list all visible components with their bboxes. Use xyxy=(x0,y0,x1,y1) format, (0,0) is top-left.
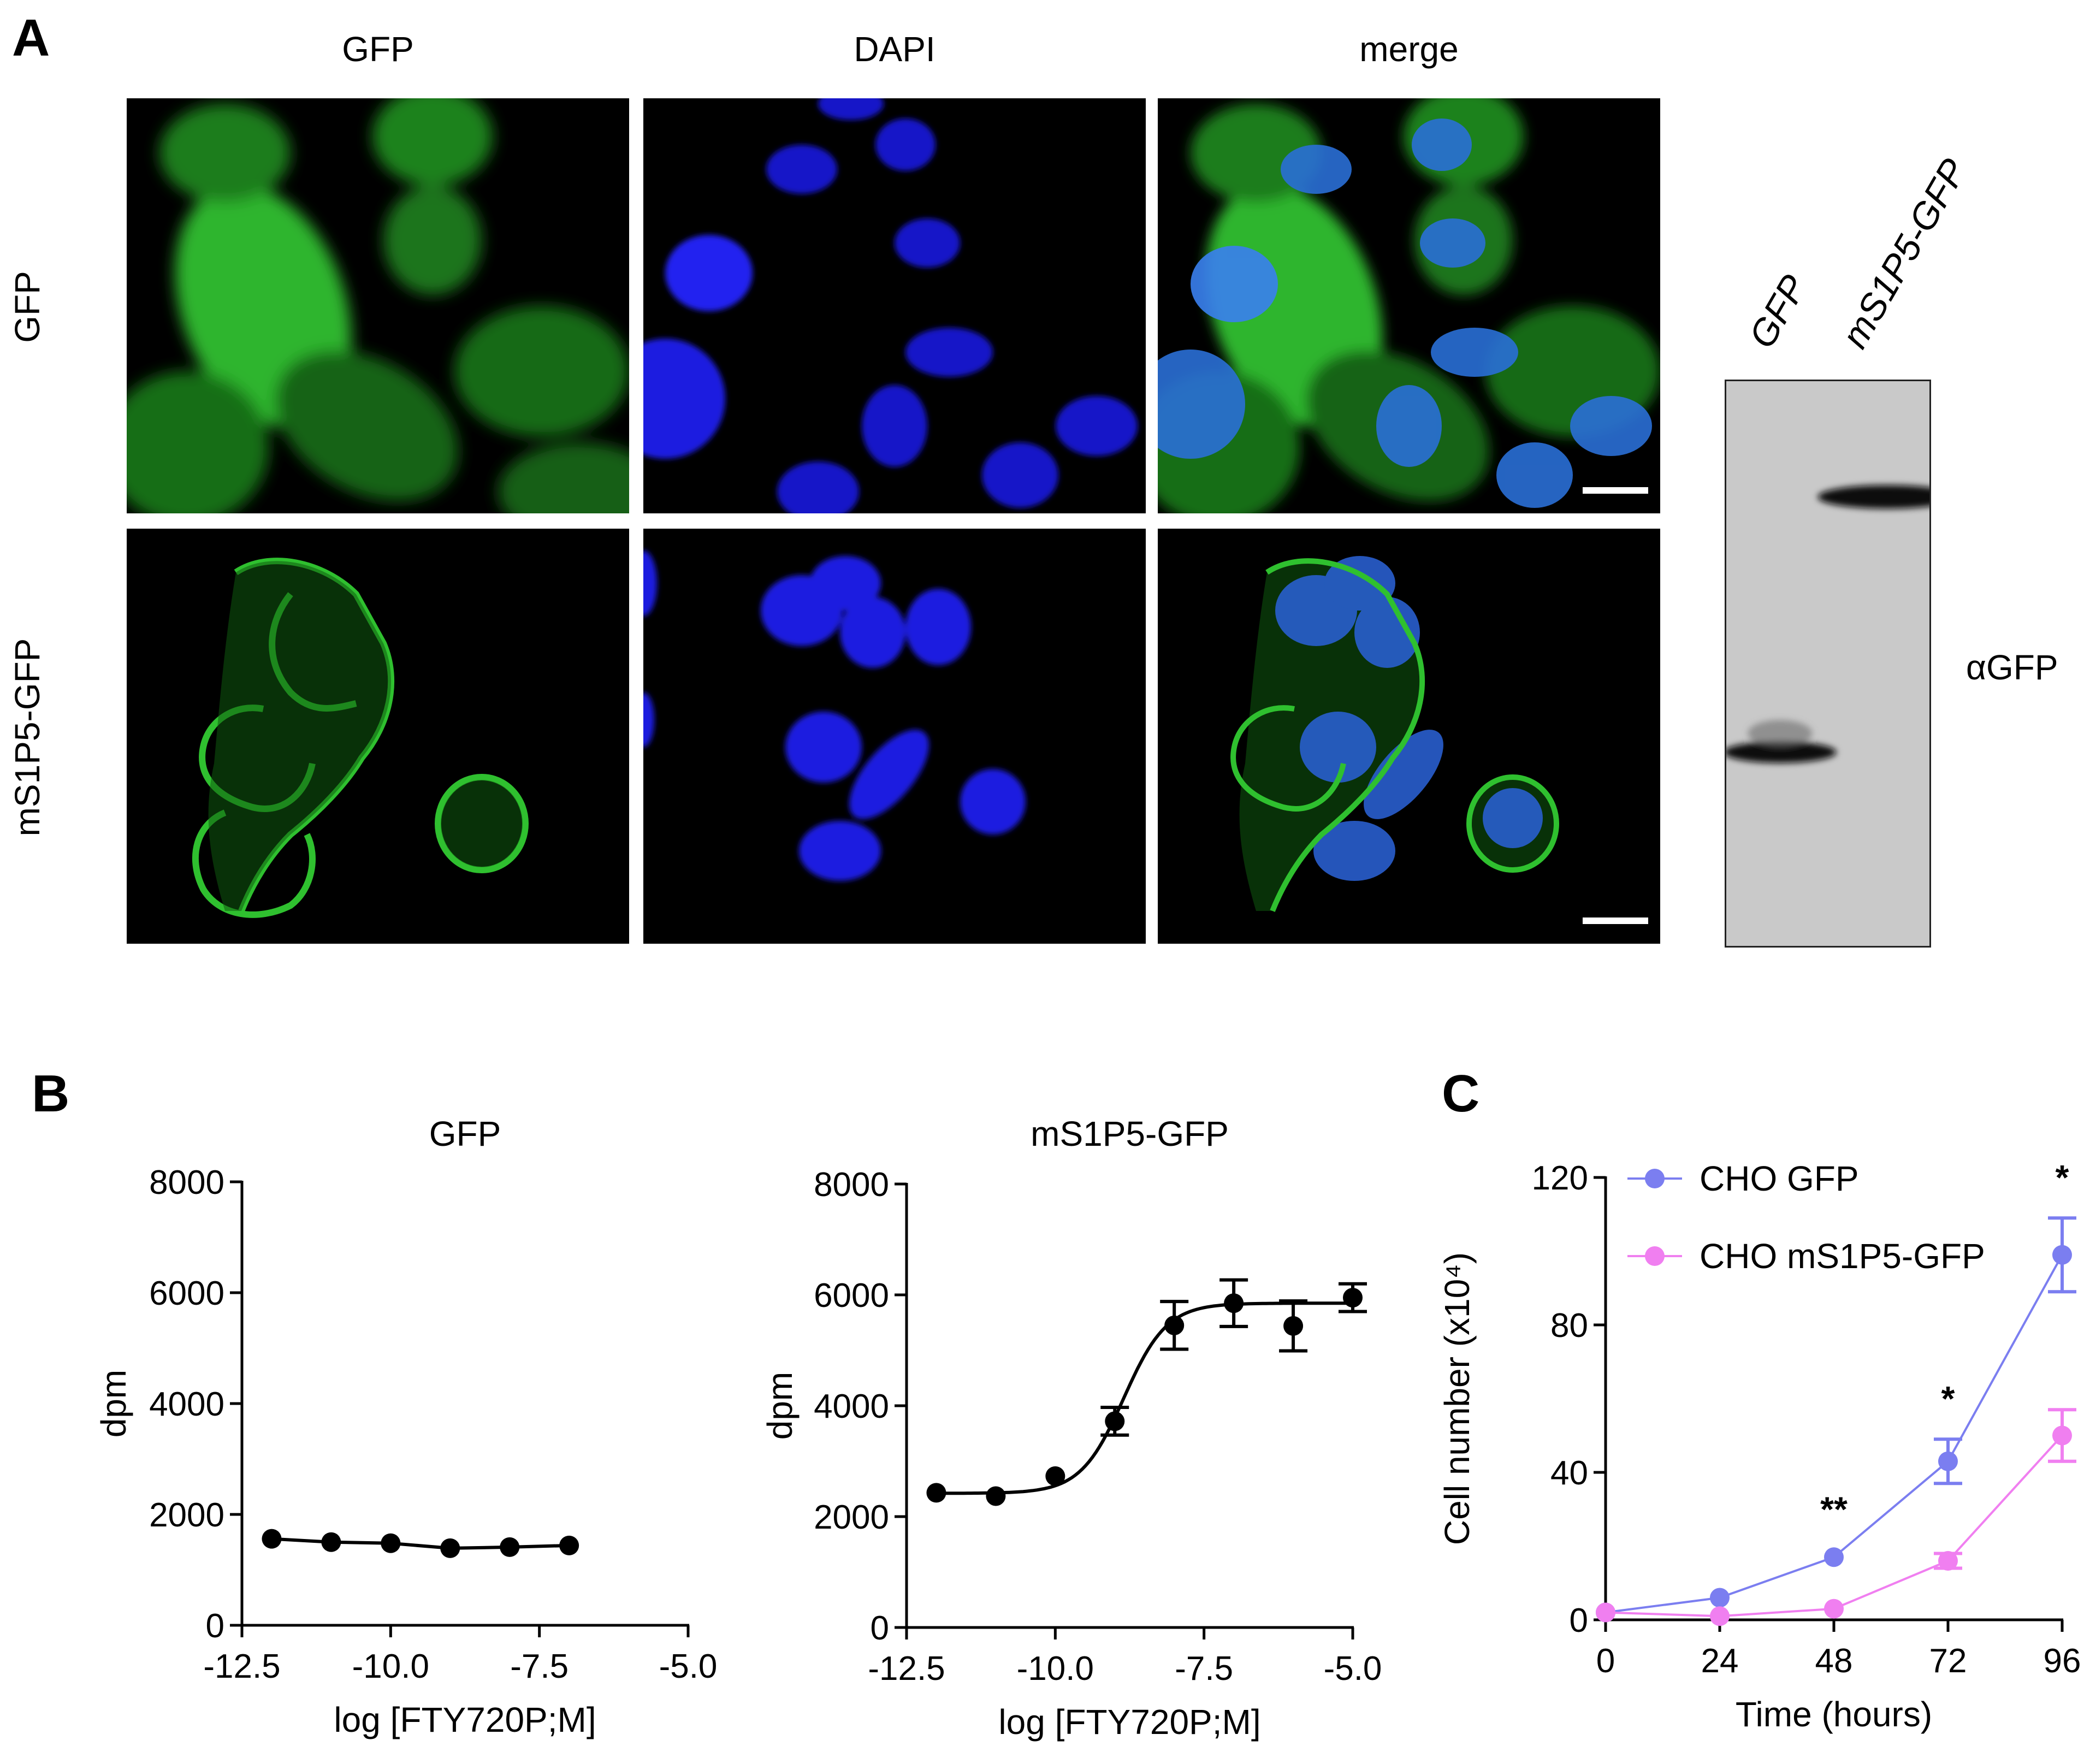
y-tick-label: 2000 xyxy=(149,1496,224,1534)
data-point xyxy=(1710,1588,1730,1608)
data-point xyxy=(1938,1551,1958,1571)
column-label-merge: merge xyxy=(1359,29,1459,69)
data-point xyxy=(986,1486,1006,1506)
series-line xyxy=(271,1537,570,1550)
blot-antibody-label: αGFP xyxy=(1966,648,2058,687)
micrograph-ms1p5-merge xyxy=(1158,529,1660,944)
x-tick-label: 0 xyxy=(1596,1642,1615,1680)
data-point xyxy=(1105,1411,1125,1431)
data-point xyxy=(1710,1606,1730,1626)
x-tick-label: -10.0 xyxy=(1017,1650,1094,1688)
data-point xyxy=(321,1532,341,1552)
micrograph-gfp-gfp xyxy=(127,98,629,513)
x-tick-label: 24 xyxy=(1701,1642,1739,1680)
panel-b-letter: B xyxy=(32,1064,70,1123)
y-axis-label: dpm xyxy=(760,1372,800,1440)
y-tick-label: 8000 xyxy=(149,1164,224,1201)
western-blot xyxy=(1725,380,1931,948)
micrograph-ms1p5-gfp xyxy=(127,529,629,944)
y-tick-label: 2000 xyxy=(814,1499,889,1536)
chart-ms1p5-gfp-dose-response: 0 2000 4000 6000 8000 -12.5 -10.0 -7.5 -5.0 mS1P5… xyxy=(760,1114,1382,1742)
significance-marker: ** xyxy=(1820,1489,1848,1529)
data-point xyxy=(1045,1466,1065,1486)
data-point xyxy=(1164,1315,1185,1335)
x-tick-label: -12.5 xyxy=(868,1650,945,1688)
y-tick-label: 40 xyxy=(1550,1454,1588,1492)
legend-marker xyxy=(1645,1169,1665,1188)
column-label-gfp: GFP xyxy=(342,29,414,69)
panel-a-letter: A xyxy=(12,9,50,67)
x-tick-label: 72 xyxy=(1929,1642,1967,1680)
data-point xyxy=(1824,1599,1844,1619)
blot-lane-label-ms1p5-gfp: mS1P5-GFP xyxy=(1833,152,1975,355)
x-tick-label: -7.5 xyxy=(510,1648,569,1685)
significance-marker: * xyxy=(2056,1158,2069,1197)
chart-gfp-dose-response: 0 2000 4000 6000 8000 -12.5 -10.0 -7.5 -5.0 GFP lo… xyxy=(94,1114,718,1739)
y-tick-label: 4000 xyxy=(814,1388,889,1425)
column-label-dapi: DAPI xyxy=(854,29,936,69)
micrograph-ms1p5-dapi xyxy=(643,529,1146,944)
y-tick-label: 6000 xyxy=(814,1277,889,1315)
y-tick-label: 0 xyxy=(206,1607,224,1645)
data-point xyxy=(559,1535,579,1555)
fit-curve xyxy=(936,1301,1353,1495)
panel-c-letter: C xyxy=(1442,1064,1480,1123)
data-point xyxy=(1596,1602,1615,1623)
x-tick-label: -5.0 xyxy=(1324,1650,1382,1688)
blot-lane-label-gfp: GFP xyxy=(1740,268,1815,355)
row-label-ms1p5-gfp: mS1P5-GFP xyxy=(8,638,47,837)
legend-marker xyxy=(1645,1246,1665,1266)
y-axis-label: dpm xyxy=(94,1370,133,1438)
x-tick-label: -12.5 xyxy=(203,1648,280,1685)
y-tick-label: 8000 xyxy=(814,1166,889,1204)
data-point xyxy=(2052,1245,2072,1265)
legend-label: CHO GFP xyxy=(1700,1159,1859,1198)
x-tick-label: -5.0 xyxy=(659,1648,718,1685)
data-point xyxy=(262,1529,282,1549)
data-point xyxy=(440,1538,460,1558)
micrograph-gfp-dapi xyxy=(643,98,1146,513)
x-tick-label: 48 xyxy=(1815,1642,1853,1680)
chart-title: mS1P5-GFP xyxy=(1031,1114,1229,1153)
chart-cell-proliferation: 0 40 80 120 0 24 48 72 96 Time (hours) Cell number… xyxy=(1442,1158,2081,1734)
x-tick-label: -7.5 xyxy=(1175,1650,1233,1688)
data-point xyxy=(1224,1293,1244,1313)
data-point xyxy=(1938,1451,1958,1471)
x-axis-label: log [FTY720P;M] xyxy=(998,1702,1260,1742)
y-tick-label: 0 xyxy=(1570,1602,1588,1639)
y-tick-label: 80 xyxy=(1550,1307,1588,1345)
x-axis-label: Time (hours) xyxy=(1736,1695,1932,1734)
significance-marker: * xyxy=(1941,1379,1955,1418)
data-point xyxy=(1343,1288,1363,1308)
y-tick-label: 120 xyxy=(1532,1159,1588,1197)
data-point xyxy=(2052,1425,2072,1446)
data-point xyxy=(500,1537,520,1557)
x-axis-label: log [FTY720P;M] xyxy=(334,1700,596,1739)
data-point xyxy=(381,1533,401,1553)
data-point xyxy=(1283,1316,1304,1336)
x-tick-label: 96 xyxy=(2044,1642,2081,1680)
x-tick-label: -10.0 xyxy=(352,1648,429,1685)
row-label-gfp: GFP xyxy=(8,271,47,343)
legend-label: CHO mS1P5-GFP xyxy=(1700,1236,1985,1276)
chart-title: GFP xyxy=(429,1114,501,1153)
y-tick-label: 6000 xyxy=(149,1275,224,1312)
data-point xyxy=(1824,1547,1844,1567)
y-axis-label: Cell number (x10⁴) xyxy=(1442,1252,1477,1545)
y-tick-label: 0 xyxy=(871,1609,889,1647)
data-point xyxy=(926,1483,946,1503)
y-tick-label: 4000 xyxy=(149,1386,224,1423)
micrograph-gfp-merge xyxy=(1158,98,1660,513)
